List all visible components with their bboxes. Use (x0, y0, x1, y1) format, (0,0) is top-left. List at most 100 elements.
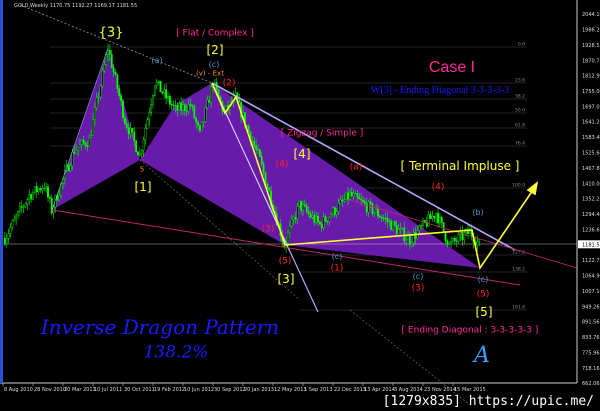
candle (382, 214, 385, 222)
candle (157, 80, 160, 86)
date-tick-label: 19 Feb 2012 (154, 387, 185, 393)
wave-label-5-red-left: (5) (278, 256, 292, 267)
candle (152, 94, 154, 109)
price-tick-label: 949.26 (582, 304, 600, 310)
candle (180, 97, 183, 115)
candle (459, 227, 462, 242)
candle (317, 212, 319, 227)
yellow-wave-projection (211, 82, 539, 271)
candle (392, 221, 394, 232)
candle (450, 236, 453, 248)
date-tick-label: 30 Oct 2011 (124, 387, 155, 393)
case-label: Case I (428, 59, 476, 76)
wave-label-3-square: [3] (277, 272, 295, 286)
lower-support-line[interactable] (51, 209, 521, 286)
fib-level-label: 100.0 (512, 183, 525, 189)
candle (3, 231, 6, 246)
wave-label-b: (b) (472, 208, 484, 217)
candle (452, 237, 454, 244)
candle (195, 116, 198, 129)
candle (150, 98, 153, 116)
candle (18, 201, 21, 216)
candle (343, 193, 346, 203)
candle (47, 183, 49, 202)
candle (247, 124, 250, 132)
signature-a-logo: A (474, 343, 490, 368)
fib-level-label: 50.0 (515, 108, 525, 114)
ending-diagonal-title: W[3] - Ending Diagonal 3-3-3-3-3 (370, 85, 510, 96)
wave-label-2-red: (2) (222, 78, 236, 89)
candle (423, 219, 426, 224)
candle (395, 220, 398, 236)
candle (354, 191, 357, 195)
upper-trendline[interactable] (211, 82, 516, 251)
candle (82, 135, 85, 145)
candle (20, 200, 23, 214)
candle (135, 139, 138, 153)
terminal-impulse-label: [ Terminal Impluse ] (400, 159, 520, 173)
candle (210, 82, 213, 108)
candle (352, 189, 355, 200)
candle (335, 207, 338, 219)
price-tick-label: 1755.06 (582, 89, 600, 95)
candle (182, 98, 184, 116)
candle (260, 152, 263, 167)
candle (350, 187, 353, 198)
terminal-impulse-path (284, 189, 534, 271)
ending-diagonal-label: [ Ending Diagonal : 3-3-3-3-3 ] (401, 325, 539, 336)
candle (122, 98, 124, 122)
date-tick-label: 1 Sep 2013 (304, 387, 333, 393)
date-tick-label: 12 May 2013 (274, 387, 307, 393)
price-tick-label: 891.56 (582, 320, 600, 326)
candle (140, 148, 143, 159)
watermark: [1279x835] https://upic.me/ (382, 394, 594, 409)
candle (197, 119, 199, 130)
price-tick-label: 833.76 (582, 335, 600, 341)
candle (393, 220, 396, 228)
candle (35, 181, 38, 199)
candle (446, 239, 449, 248)
candle (320, 221, 323, 232)
candle (302, 200, 304, 217)
candle (288, 220, 291, 238)
price-tick-label: 1928.55 (582, 43, 600, 49)
candle (15, 212, 18, 226)
candle (28, 189, 31, 206)
candle (58, 188, 61, 202)
wave-label-c-mid2: (c) (412, 272, 424, 281)
wave-label-v-ext: (v) - Ext (196, 69, 224, 78)
price-tick-label: 1294.46 (582, 212, 600, 218)
candle (159, 80, 162, 93)
diagonal-lower-line[interactable] (349, 199, 578, 269)
candle (118, 84, 121, 100)
candle (429, 211, 432, 219)
candle (48, 194, 51, 204)
candle (17, 210, 19, 220)
candle (296, 203, 299, 225)
symbol-label: GOLD,Weekly (14, 3, 49, 9)
wave-label-1-red: (1) (330, 263, 344, 274)
price-tick-label: 1697.05 (582, 105, 600, 111)
candle (71, 148, 74, 171)
candle (418, 224, 421, 234)
candle (90, 129, 93, 139)
candle (266, 181, 269, 190)
price-tick-label: 1812.96 (582, 74, 600, 80)
price-tick-label: 775.96 (582, 351, 600, 357)
candle (341, 195, 344, 207)
candle (309, 210, 312, 219)
candle (108, 44, 111, 61)
candle (303, 199, 306, 208)
candle (371, 201, 374, 217)
candle (112, 63, 115, 78)
candle (431, 210, 434, 222)
candle (397, 224, 400, 234)
candle (200, 122, 203, 132)
candle (191, 103, 194, 112)
candle (373, 211, 376, 218)
date-tick-label: 20 Jan 2013 (244, 387, 274, 393)
candle (99, 84, 102, 100)
candle (455, 237, 458, 248)
candle (208, 95, 211, 103)
